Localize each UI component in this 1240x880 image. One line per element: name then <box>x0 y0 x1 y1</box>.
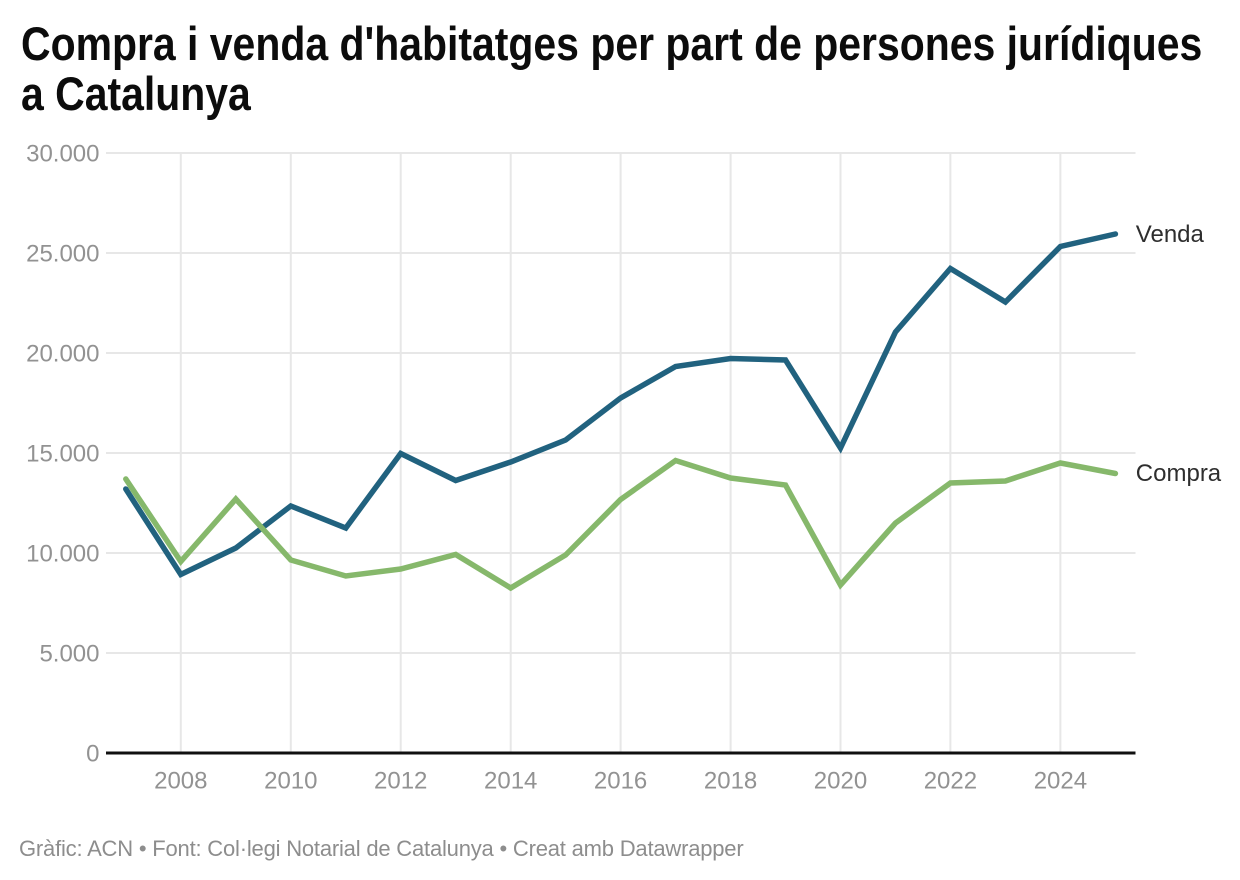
svg-text:2022: 2022 <box>924 768 977 795</box>
svg-text:Venda: Venda <box>1136 221 1205 248</box>
svg-text:0: 0 <box>86 741 99 768</box>
svg-text:2020: 2020 <box>814 768 867 795</box>
svg-text:25.000: 25.000 <box>26 241 99 268</box>
svg-text:10.000: 10.000 <box>26 541 99 568</box>
svg-text:2014: 2014 <box>484 768 537 795</box>
svg-text:2012: 2012 <box>374 768 427 795</box>
svg-text:2010: 2010 <box>264 768 317 795</box>
svg-text:2016: 2016 <box>594 768 647 795</box>
svg-text:15.000: 15.000 <box>26 441 99 468</box>
svg-text:2024: 2024 <box>1034 768 1087 795</box>
svg-text:Compra: Compra <box>1136 460 1222 487</box>
svg-text:30.000: 30.000 <box>26 141 99 168</box>
svg-text:2008: 2008 <box>154 768 207 795</box>
svg-text:5.000: 5.000 <box>39 641 99 668</box>
svg-text:20.000: 20.000 <box>26 341 99 368</box>
svg-text:2018: 2018 <box>704 768 757 795</box>
